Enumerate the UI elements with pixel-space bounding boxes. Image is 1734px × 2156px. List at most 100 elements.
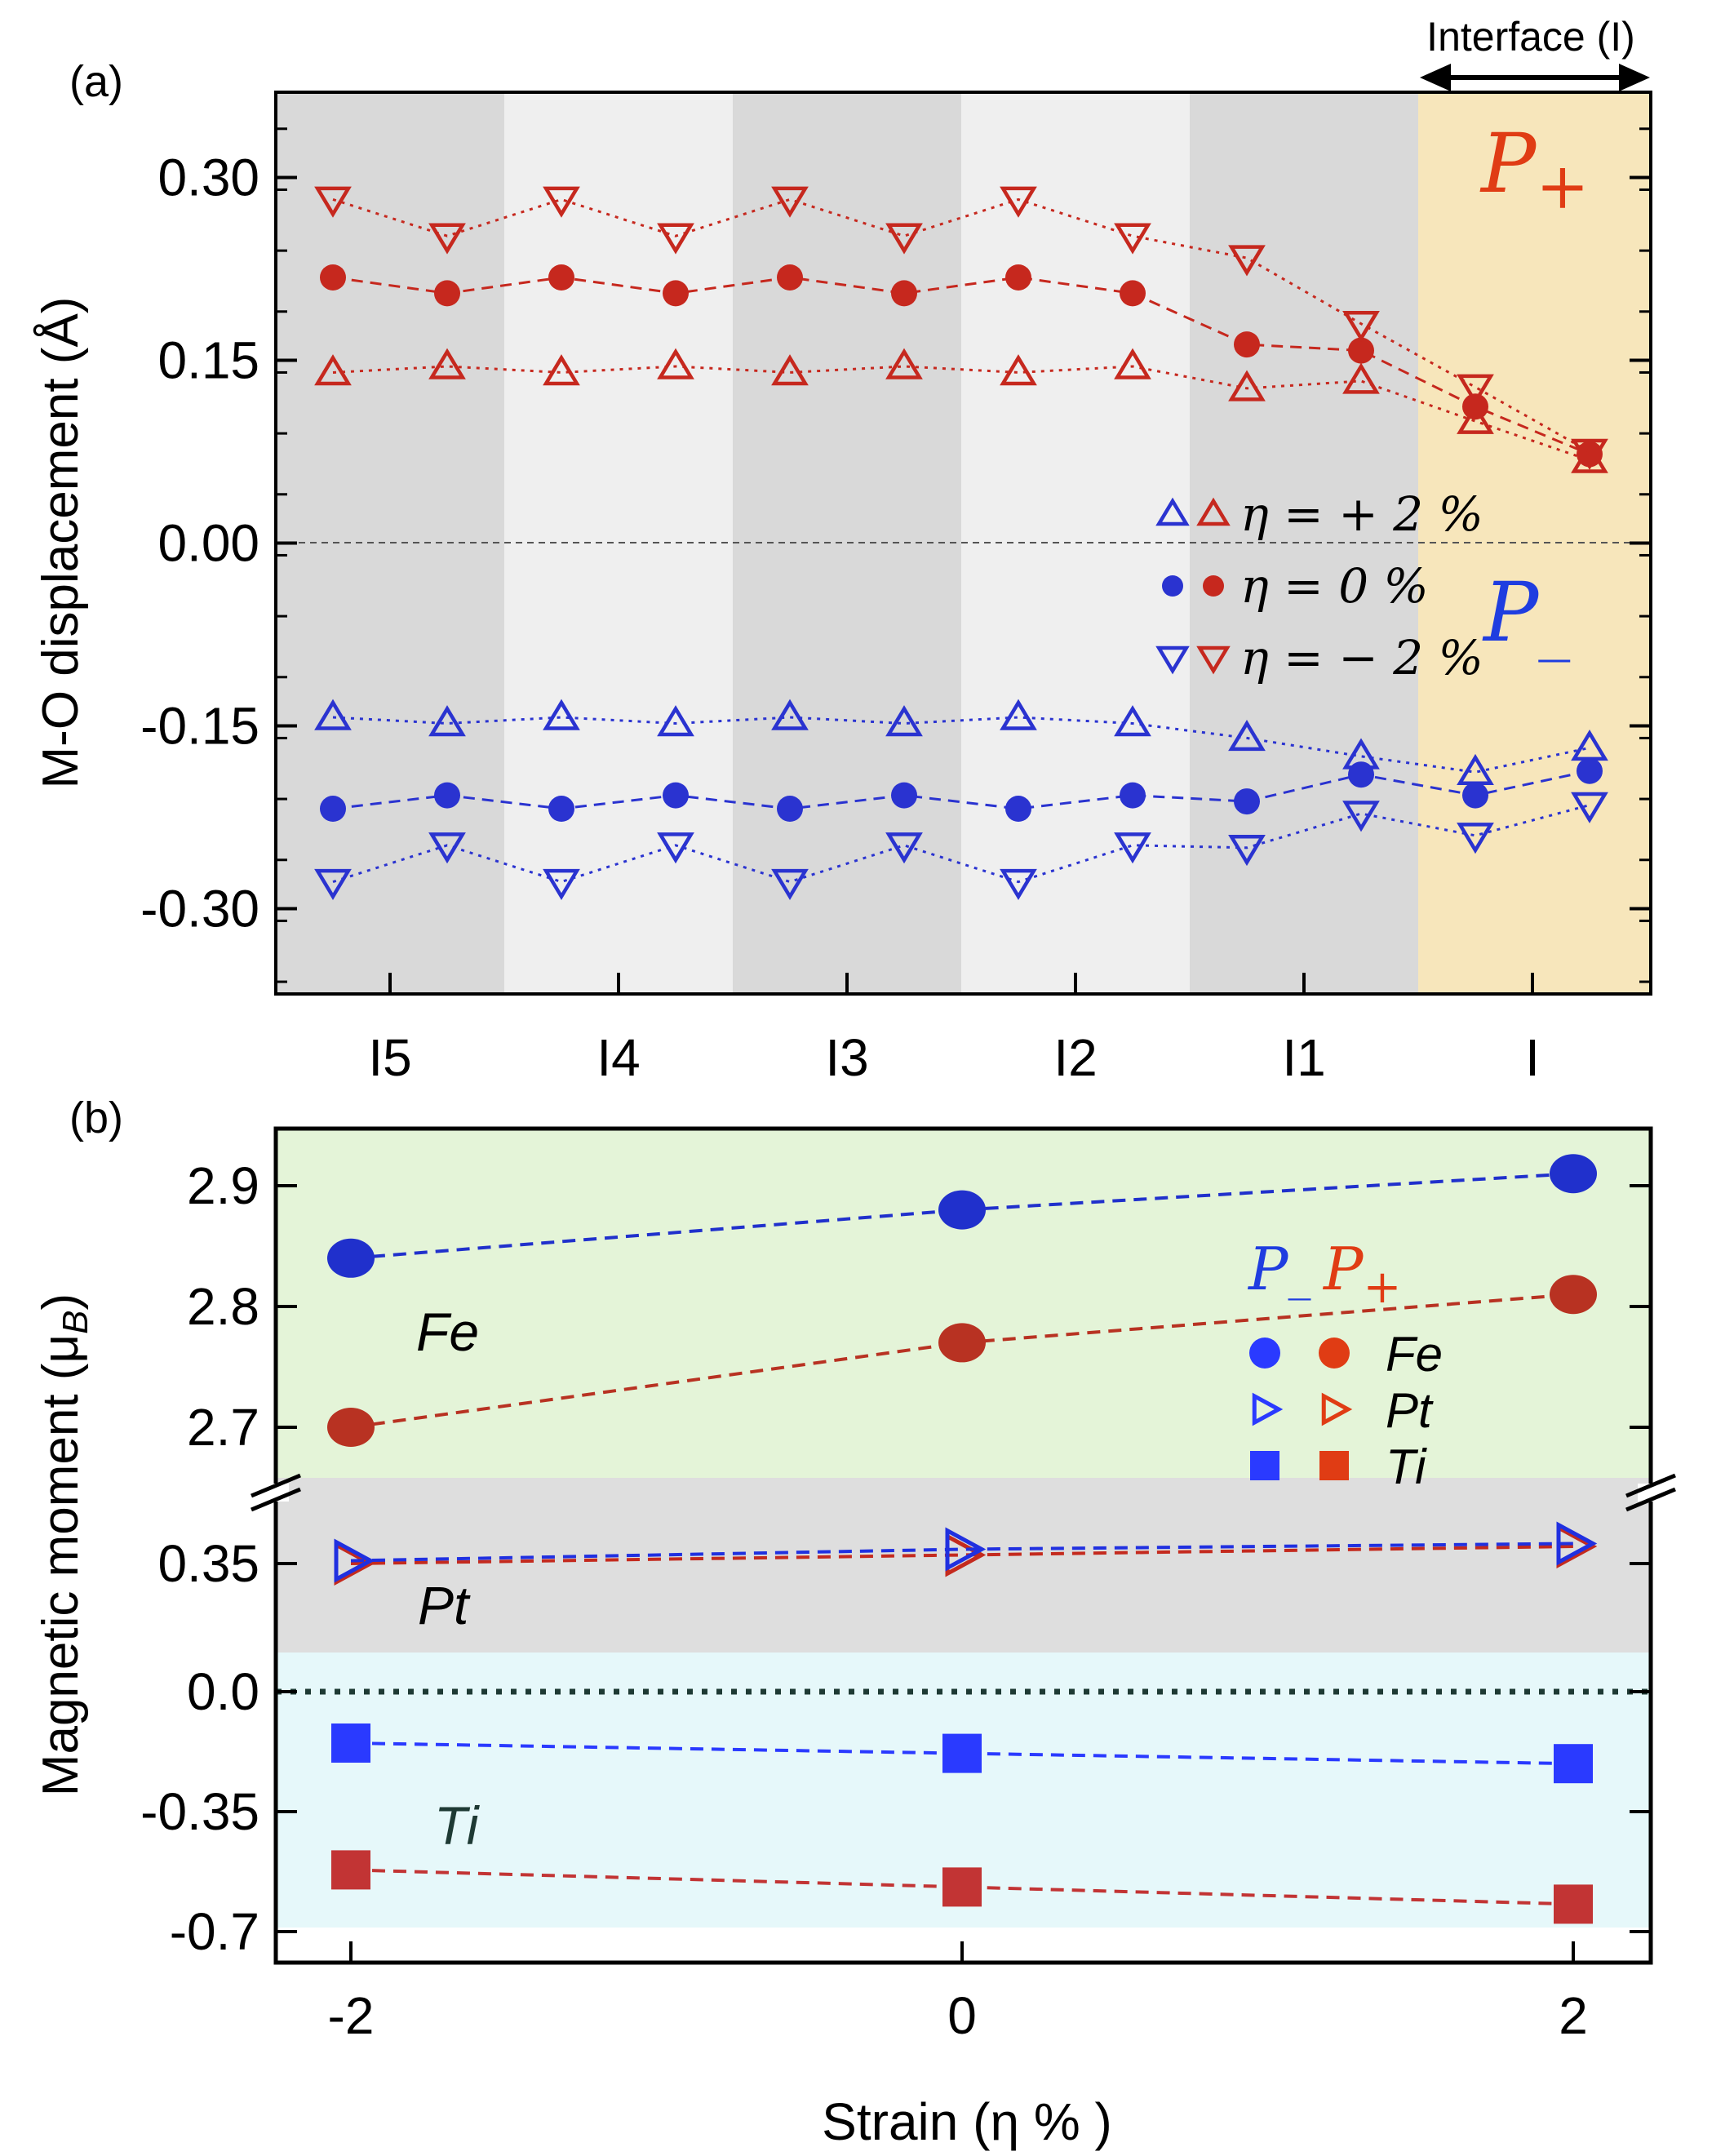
panel-a-label: (a) [69, 57, 123, 106]
ti-band-label: Ti [434, 1795, 481, 1856]
y-tick-label: 0.30 [157, 149, 259, 207]
p-minus-label: P_ [1482, 565, 1570, 663]
data-point [885, 223, 923, 255]
data-point [1571, 792, 1608, 823]
data-point [314, 354, 352, 386]
series-line [350, 1868, 1574, 1906]
data-point [663, 782, 689, 809]
y-axis-title-b: Magnetic moment (μB) [33, 1293, 95, 1796]
x-tick-label: I2 [1053, 1028, 1097, 1087]
legend-marker [1250, 1451, 1279, 1480]
data-point [771, 699, 809, 730]
y-tick-label: 0.0 [187, 1662, 259, 1721]
y-tick-label: 0.00 [157, 514, 259, 573]
x-tick-label: 0 [947, 1986, 977, 2045]
legend-marker [1252, 1392, 1284, 1426]
data-point [327, 1408, 375, 1447]
data-point [1228, 835, 1266, 867]
data-point [663, 280, 689, 307]
series-line [350, 1172, 1574, 1260]
data-point [314, 868, 352, 900]
displacement-series [314, 186, 1608, 900]
x-tick-label: I3 [825, 1028, 868, 1087]
x-tick-label: -2 [328, 1986, 375, 2045]
legend-marker [1249, 1338, 1280, 1369]
data-point [1120, 280, 1146, 307]
y-tick-label: 2.8 [187, 1277, 259, 1336]
data-point [320, 264, 346, 291]
data-point [885, 348, 923, 379]
data-point [1457, 823, 1494, 854]
y-tick-label: 0.35 [157, 1534, 259, 1593]
data-point [327, 1238, 375, 1278]
y-tick-label: 0.15 [157, 331, 259, 390]
data-point [1462, 393, 1488, 420]
legend-marker [1321, 1392, 1353, 1426]
interface-label: Interface (I) [1426, 14, 1635, 60]
data-point [331, 1850, 370, 1890]
legend-label: η = 0 % [1240, 558, 1429, 614]
legend-marker [1319, 1338, 1350, 1369]
x-tick-label: 2 [1559, 1986, 1588, 2045]
fe-band [276, 1129, 1651, 1478]
data-point [1577, 441, 1603, 468]
x-axis-title-b: Strain (η % ) [822, 2092, 1112, 2151]
data-point [543, 354, 580, 386]
data-point [1234, 331, 1260, 358]
data-point [434, 782, 460, 809]
pt-band-label: Pt [418, 1575, 471, 1635]
data-point [942, 1867, 982, 1907]
data-point [891, 782, 917, 809]
data-point [1571, 438, 1608, 470]
y-tick-label: -0.35 [140, 1782, 259, 1841]
y-tick-label: -0.30 [140, 879, 259, 938]
data-point [543, 868, 580, 900]
axis-break-mark [251, 1487, 301, 1512]
data-point [314, 186, 352, 218]
data-point [331, 1723, 370, 1763]
data-point [1000, 186, 1037, 218]
data-point [1462, 782, 1488, 809]
data-point [320, 796, 346, 823]
legend-marker [1203, 575, 1224, 597]
data-point [1114, 705, 1151, 737]
data-point [1005, 264, 1031, 291]
data-point [1000, 354, 1037, 386]
legend-label: η = − 2 % [1240, 630, 1483, 685]
data-point [1550, 1154, 1597, 1194]
moment-series [327, 1154, 1598, 1924]
legend-marker [1162, 575, 1183, 597]
data-point [1000, 699, 1037, 730]
data-point [1457, 374, 1494, 406]
panel-a-ticks: 0.30 0.15 0.00 -0.15 -0.30 I5 I4 I3 I2 I1 I [140, 127, 1651, 1087]
data-point [1556, 1521, 1598, 1566]
series-line [332, 716, 1590, 774]
data-point [1348, 337, 1374, 364]
panel-b-ticks: 2.9 2.8 2.7 0.35 0.0 -0.35 -0.7 -2 0 2 [140, 1156, 1651, 2045]
y-tick-label: 2.7 [187, 1398, 259, 1457]
data-point [1228, 370, 1266, 401]
data-point [945, 1527, 987, 1572]
y-axis-title-a: M-O displacement (Å) [33, 297, 89, 789]
data-point [657, 832, 694, 864]
fe-band-label: Fe [416, 1302, 479, 1362]
panel-a: 0.30 0.15 0.00 -0.15 -0.30 I5 I4 I3 I2 I1 I (a) M-… [33, 14, 1652, 1087]
interface-arrow-head-right [1619, 64, 1650, 91]
legend-marker [1155, 645, 1190, 675]
data-point [657, 705, 694, 737]
y-tick-label: -0.7 [170, 1902, 259, 1961]
x-tick-label: I4 [596, 1028, 640, 1087]
data-point [1120, 782, 1146, 809]
data-point [1348, 761, 1374, 788]
x-tick-label: I1 [1282, 1028, 1325, 1087]
data-point [314, 699, 352, 730]
axis-break-mark [1625, 1473, 1676, 1498]
series-line [332, 365, 1590, 462]
data-point [771, 186, 809, 218]
data-point [1342, 310, 1380, 343]
data-point [428, 348, 466, 379]
data-point [1342, 362, 1380, 394]
panel-b: 2.9 2.8 2.7 0.35 0.0 -0.35 -0.7 -2 0 2 (b) Magnet… [33, 1094, 1676, 2151]
data-point [657, 348, 694, 379]
